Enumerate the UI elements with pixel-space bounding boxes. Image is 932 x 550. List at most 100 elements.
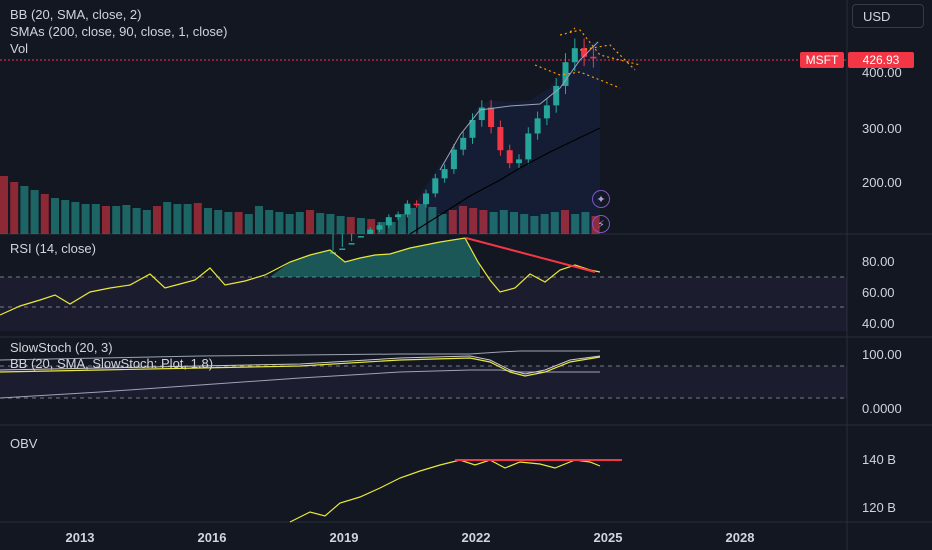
candle-body	[423, 193, 429, 205]
rsi-divergence-line	[465, 237, 596, 273]
time-axis-label: 2016	[197, 530, 227, 545]
volume-bar	[112, 206, 121, 234]
rsi-line	[0, 237, 601, 316]
last-price-tag: 426.93	[848, 52, 914, 68]
volume-bar	[265, 210, 274, 234]
candle-body	[404, 203, 411, 215]
candle-body	[506, 150, 513, 164]
volume-bar	[224, 212, 233, 234]
volume-bar	[61, 200, 70, 234]
price-axis-label: 200.00	[862, 175, 902, 190]
volume-bar	[153, 206, 161, 234]
candle-body	[432, 178, 439, 194]
currency-button[interactable]: USD	[852, 4, 924, 28]
obv-title[interactable]: OBV	[10, 436, 38, 451]
price-axis-label: 300.00	[862, 121, 902, 136]
volume-bar	[10, 182, 19, 234]
candle-body	[441, 169, 448, 179]
volume-bar	[142, 210, 151, 234]
time-axis-label: 2028	[725, 530, 755, 545]
volume-bar	[193, 203, 202, 234]
volume-bar	[418, 204, 427, 234]
candle-body	[497, 127, 504, 151]
candle-body	[562, 62, 569, 86]
legend-smas[interactable]: SMAs (200, close, 90, close, 1, close)	[10, 24, 228, 39]
volume-bar	[499, 210, 508, 234]
stoch-axis-label: 0.0000	[862, 401, 902, 416]
stoch-axis-label: 100.00	[862, 347, 902, 362]
volume-bar	[357, 218, 365, 234]
volume-bar	[295, 212, 304, 234]
volume-bar	[30, 190, 39, 234]
stoch-title[interactable]: SlowStoch (20, 3)	[10, 340, 113, 355]
candle-body	[460, 137, 467, 150]
candle-body	[581, 48, 588, 57]
volume-bar	[163, 202, 172, 234]
volume-bar	[20, 186, 29, 234]
candle-body	[534, 118, 541, 134]
candle-body	[590, 56, 597, 59]
volume-bar	[255, 206, 263, 234]
sparkle-icon[interactable]: ✦	[592, 190, 610, 208]
volume-bar	[51, 198, 59, 234]
stoch-bb-title[interactable]: BB (20, SMA, SlowStoch: Plot, 1.8)	[10, 356, 214, 371]
flash-alert-icon[interactable]: ⚡	[592, 215, 610, 233]
obv-line	[289, 459, 601, 523]
rsi-axis-label: 60.00	[862, 285, 895, 300]
volume-bar	[204, 208, 212, 234]
candle-body	[478, 107, 485, 120]
candle-body	[450, 149, 457, 170]
candlesticks	[330, 38, 597, 254]
bb-middle-line	[439, 41, 599, 171]
symbol-price-tag: MSFT	[800, 52, 844, 68]
volume-bar	[326, 214, 335, 234]
rsi-axis-label: 80.00	[862, 254, 895, 269]
rsi-title[interactable]: RSI (14, close)	[10, 241, 96, 256]
candle-body	[553, 85, 560, 106]
price-axis-label: 400.00	[862, 65, 902, 80]
candle-body	[516, 159, 522, 164]
volume-bar	[306, 210, 314, 234]
volume-bar	[336, 216, 345, 234]
volume-bar	[122, 205, 131, 234]
volume-bar	[581, 212, 590, 234]
volume-bar	[285, 214, 294, 234]
time-axis-label: 2022	[461, 530, 491, 545]
volume-bar	[214, 210, 223, 234]
volume-bar	[102, 206, 110, 234]
volume-bar	[234, 212, 243, 234]
obv-axis-label: 120 B	[862, 500, 896, 515]
volume-bar	[316, 213, 325, 234]
candle-body	[488, 107, 495, 127]
candle-body	[413, 203, 420, 206]
volume-bar	[397, 214, 406, 234]
volume-bar	[71, 202, 80, 234]
volume-bar	[469, 208, 478, 234]
candle-body	[357, 236, 364, 238]
volume-bar	[367, 219, 376, 234]
stoch-bb-upper	[0, 350, 600, 361]
time-axis-label: 2025	[593, 530, 623, 545]
volume-bars	[0, 176, 600, 234]
volume-bar	[479, 210, 488, 234]
legend-vol[interactable]: Vol	[10, 41, 29, 56]
volume-bar	[244, 214, 253, 234]
volume-bar	[540, 214, 549, 234]
obv-axis-label: 140 B	[862, 452, 896, 467]
candle-body	[571, 48, 578, 63]
time-axis-label: 2013	[65, 530, 95, 545]
volume-bar	[459, 206, 467, 234]
candle-body	[469, 119, 476, 138]
volume-bar	[561, 210, 569, 234]
candle-body	[525, 133, 532, 160]
volume-bar	[40, 194, 49, 234]
volume-bar	[448, 210, 457, 234]
volume-bar	[571, 214, 580, 234]
candle-body	[348, 243, 355, 245]
candle-body	[385, 217, 392, 226]
volume-bar	[173, 204, 182, 234]
volume-bar	[510, 212, 518, 234]
time-axis-label: 2019	[329, 530, 359, 545]
legend-bb[interactable]: BB (20, SMA, close, 2)	[10, 7, 142, 22]
